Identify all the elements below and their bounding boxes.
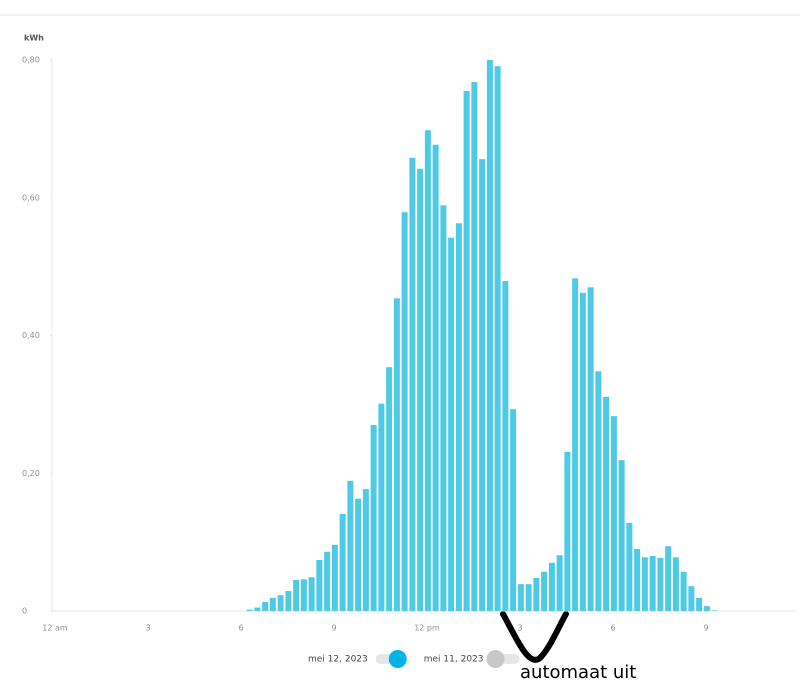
bar — [548, 562, 555, 611]
bar — [471, 82, 478, 612]
toggle-knob[interactable] — [388, 650, 407, 668]
y-tick-label: 0,60 — [22, 193, 40, 202]
bar — [300, 579, 307, 611]
x-tick-label: 3 — [517, 624, 522, 633]
y-tick-label: 0,80 — [22, 56, 40, 65]
bar — [657, 557, 664, 611]
bar — [246, 609, 253, 611]
bar — [641, 557, 648, 611]
bar — [285, 591, 292, 611]
bar — [603, 396, 610, 611]
bar — [417, 168, 424, 611]
bar — [424, 130, 431, 611]
bar — [541, 571, 548, 611]
bar — [370, 425, 377, 611]
bar — [680, 571, 687, 611]
bar — [386, 367, 393, 611]
bar — [254, 607, 261, 611]
x-tick-label: 9 — [703, 624, 708, 633]
hand-drawn-mark — [500, 611, 569, 663]
x-tick-label: 6 — [610, 624, 615, 633]
bar — [696, 597, 703, 611]
bar — [331, 544, 338, 611]
x-tick-label: 3 — [145, 624, 150, 633]
bar — [634, 549, 641, 611]
bar — [711, 610, 718, 611]
bar — [533, 577, 540, 611]
x-tick-label: 6 — [238, 624, 243, 633]
bar — [308, 577, 315, 611]
bar — [409, 157, 416, 612]
bar — [703, 606, 710, 611]
bar — [401, 212, 408, 611]
bar — [448, 237, 455, 611]
x-tick-label: 9 — [331, 624, 336, 633]
y-axis-label: kWh — [24, 34, 44, 43]
bar — [277, 595, 284, 611]
bar — [440, 205, 447, 612]
bar — [324, 551, 331, 611]
bar — [502, 281, 509, 611]
bar — [362, 489, 369, 611]
y-tick-label: 0 — [22, 607, 27, 616]
bar — [556, 555, 563, 611]
x-tick-label: 12 pm — [414, 624, 440, 633]
bar — [517, 584, 524, 611]
bar — [672, 557, 679, 611]
bar — [432, 144, 439, 611]
bar — [463, 90, 470, 611]
bar — [355, 498, 362, 611]
bar — [393, 298, 400, 611]
bar — [618, 460, 625, 611]
bar — [347, 480, 354, 611]
y-tick-label: 0,40 — [22, 331, 40, 340]
y-tick-label: 0,20 — [22, 469, 40, 478]
bar — [572, 278, 579, 611]
bar — [316, 560, 323, 611]
legend-label: mei 11, 2023 — [424, 655, 484, 665]
bar — [587, 287, 594, 611]
bar — [564, 451, 571, 611]
bar — [525, 584, 532, 611]
legend-label: mei 12, 2023 — [308, 655, 368, 665]
bar — [595, 371, 602, 611]
bar — [486, 60, 493, 611]
bar — [269, 597, 276, 611]
bar — [610, 416, 617, 611]
bar — [649, 555, 656, 611]
bar — [479, 159, 486, 611]
bar — [455, 223, 462, 611]
bar — [293, 580, 300, 611]
bar — [688, 586, 695, 611]
bar — [626, 522, 633, 611]
bar — [378, 403, 385, 611]
bar — [579, 292, 586, 611]
bar — [510, 409, 517, 611]
bar — [339, 513, 346, 611]
bar — [494, 66, 501, 612]
x-tick-label: 12 am — [42, 624, 68, 633]
toggle-knob[interactable] — [486, 650, 505, 668]
bar — [262, 602, 269, 611]
annotation: automaat uit — [520, 662, 636, 683]
bar — [665, 546, 672, 611]
